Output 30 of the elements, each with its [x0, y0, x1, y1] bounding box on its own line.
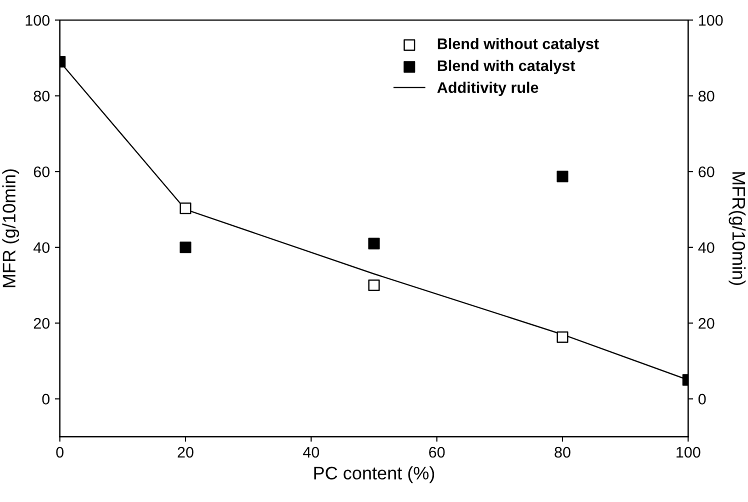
point [368, 279, 380, 292]
x-tick-label: 100 [676, 446, 700, 458]
x-tick-label: 60 [429, 446, 445, 458]
y2-tick-label: 0 [698, 394, 706, 405]
x-tick-label: 80 [554, 446, 570, 458]
y-tick-label: 0 [42, 394, 50, 405]
point [180, 202, 192, 214]
x-tick-label: 40 [303, 446, 320, 458]
point [556, 170, 568, 182]
point [368, 238, 380, 250]
point [180, 242, 192, 254]
y2-tick-label: 80 [698, 90, 714, 102]
y-tick-label: 100 [26, 14, 50, 26]
y-axis-title: MFR (g/10min) [2, 169, 20, 288]
x-tick-label: 20 [178, 446, 194, 458]
legend-label: Blend without catalyst [438, 38, 599, 52]
legend-label: Blend with catalyst [438, 60, 576, 74]
y-tick-label: 80 [34, 90, 50, 102]
point [556, 331, 568, 343]
y2-tick-label: 40 [698, 242, 714, 254]
legend-label: Additivity rule [437, 82, 538, 96]
x-tick-label: 0 [56, 446, 64, 458]
y-tick-label: 20 [34, 318, 50, 329]
y-tick-label: 40 [33, 242, 50, 254]
y2-axis-title: MFR(g/10min) [728, 172, 746, 285]
x-axis-title: PC content (%) [314, 466, 434, 484]
y2-tick-label: 20 [698, 318, 714, 329]
y2-tick-label: 60 [698, 166, 714, 178]
y2-tick-label: 100 [699, 14, 723, 26]
y-tick-label: 60 [34, 166, 50, 178]
